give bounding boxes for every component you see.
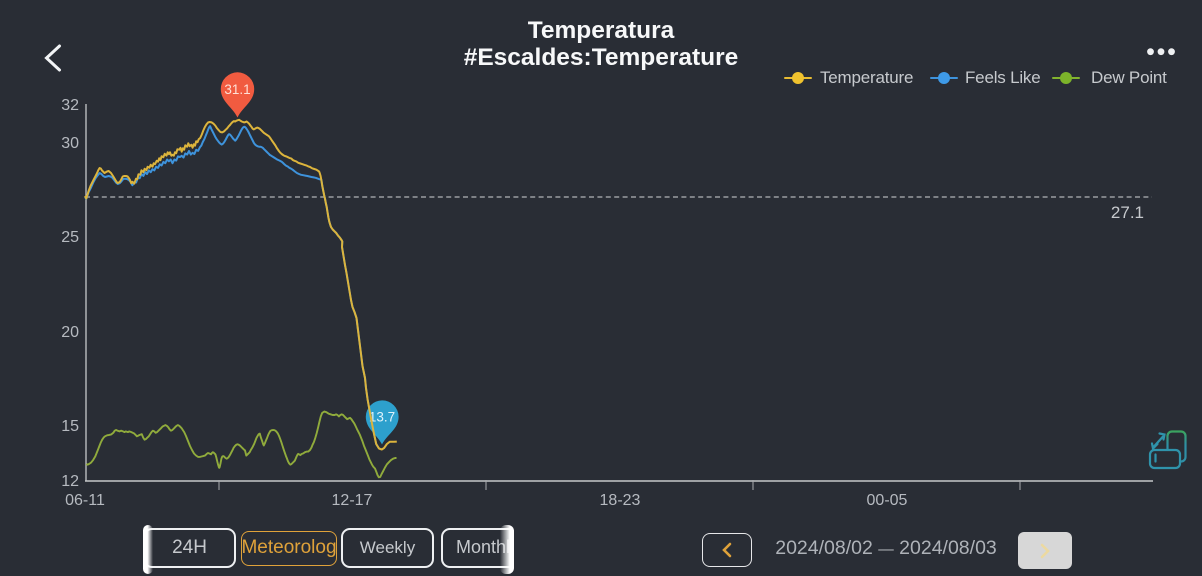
svg-text:27.1: 27.1 — [1111, 203, 1144, 222]
svg-text:31.1: 31.1 — [224, 82, 250, 97]
svg-text:32: 32 — [61, 97, 79, 114]
svg-text:25: 25 — [61, 229, 79, 246]
svg-text:15: 15 — [61, 418, 79, 435]
svg-text:12-17: 12-17 — [332, 492, 373, 509]
svg-text:13.7: 13.7 — [369, 410, 395, 425]
svg-text:30: 30 — [61, 135, 79, 152]
svg-text:12: 12 — [61, 473, 79, 490]
svg-text:18-23: 18-23 — [600, 492, 641, 509]
svg-text:20: 20 — [61, 324, 79, 341]
svg-text:00-05: 00-05 — [867, 492, 908, 509]
svg-text:06-11: 06-11 — [65, 492, 105, 509]
